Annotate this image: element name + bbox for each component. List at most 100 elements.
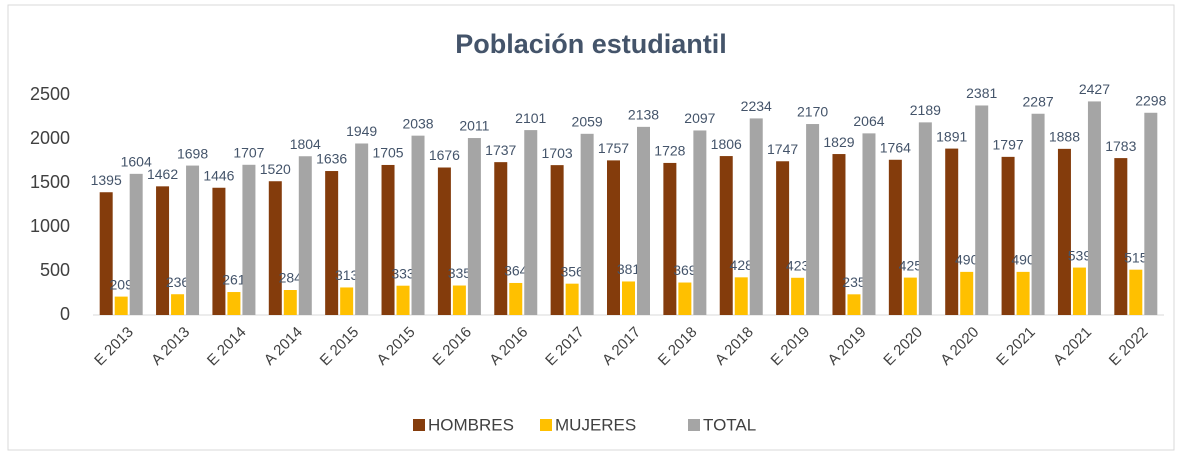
bar <box>411 135 425 315</box>
bar <box>1072 267 1086 315</box>
bar <box>298 156 312 315</box>
bar <box>1031 113 1045 315</box>
bar <box>678 282 692 315</box>
data-label: 1829 <box>823 134 854 150</box>
legend-swatch <box>540 419 552 431</box>
y-tick-label: 0 <box>60 304 70 324</box>
data-label: 2427 <box>1079 81 1110 97</box>
bar <box>960 271 974 315</box>
bar <box>283 290 297 315</box>
bar <box>494 162 508 315</box>
data-label: 1891 <box>936 128 967 144</box>
data-label: 1703 <box>542 145 573 161</box>
bar <box>227 292 241 315</box>
legend-label: MUJERES <box>555 415 636 434</box>
bar <box>945 148 959 315</box>
bar <box>862 133 876 315</box>
bar <box>355 143 369 315</box>
bar <box>903 277 917 315</box>
data-label: 261 <box>222 272 246 288</box>
data-label: 313 <box>335 267 359 283</box>
data-label: 2381 <box>966 85 997 101</box>
bar <box>396 285 410 315</box>
bar <box>156 186 170 315</box>
legend-swatch <box>413 419 425 431</box>
bar <box>437 167 451 315</box>
bar <box>509 282 523 315</box>
data-label: 539 <box>1068 247 1092 263</box>
bar <box>693 130 707 315</box>
bar <box>1057 148 1071 315</box>
bar <box>806 124 820 315</box>
data-label: 1636 <box>316 151 347 167</box>
data-label: 1698 <box>177 145 208 161</box>
data-label: 2097 <box>684 110 715 126</box>
bar <box>832 154 846 315</box>
data-label: 2059 <box>572 114 603 130</box>
bar <box>565 283 579 315</box>
data-label: 2234 <box>741 98 772 114</box>
data-label: 1757 <box>598 140 629 156</box>
chart-title: Población estudiantil <box>455 29 727 59</box>
data-label: 515 <box>1124 249 1148 265</box>
bar <box>381 164 395 315</box>
legend-label: HOMBRES <box>428 415 514 434</box>
data-label: 381 <box>617 261 641 277</box>
data-label: 235 <box>842 274 866 290</box>
y-tick-label: 500 <box>40 260 70 280</box>
data-label: 2138 <box>628 107 659 123</box>
data-label: 1806 <box>711 136 742 152</box>
bar <box>114 296 128 315</box>
bar <box>1114 158 1128 315</box>
bar <box>663 162 677 315</box>
bar <box>1016 271 1030 315</box>
data-label: 1949 <box>346 123 377 139</box>
bar <box>888 159 902 315</box>
bar <box>1129 269 1143 315</box>
bar <box>467 138 481 315</box>
data-label: 284 <box>279 270 303 286</box>
data-label: 236 <box>166 274 190 290</box>
data-label: 1747 <box>767 141 798 157</box>
data-label: 1446 <box>203 167 234 183</box>
bar <box>580 133 594 315</box>
y-tick-label: 1000 <box>30 216 70 236</box>
data-label: 1764 <box>880 139 911 155</box>
y-tick-label: 1500 <box>30 172 70 192</box>
bar <box>99 192 113 315</box>
data-label: 1705 <box>372 145 403 161</box>
data-label: 2038 <box>402 115 433 131</box>
bar <box>129 173 143 315</box>
data-label: 364 <box>504 263 528 279</box>
data-label: 1728 <box>654 143 685 159</box>
data-label: 490 <box>1011 252 1035 268</box>
bar <box>340 287 354 315</box>
data-label: 2064 <box>853 113 884 129</box>
bar <box>1144 112 1158 315</box>
data-label: 333 <box>391 265 415 281</box>
data-label: 1888 <box>1049 129 1080 145</box>
data-label: 428 <box>730 257 754 273</box>
data-label: 1737 <box>485 142 516 158</box>
y-tick-label: 2000 <box>30 128 70 148</box>
bar <box>607 160 620 315</box>
bar <box>975 105 989 315</box>
data-label: 1804 <box>290 136 321 152</box>
bar <box>1001 156 1015 315</box>
bar <box>749 118 763 316</box>
bar <box>637 126 650 315</box>
data-label: 369 <box>673 262 697 278</box>
legend-label: TOTAL <box>703 415 756 434</box>
data-label: 2298 <box>1135 92 1166 108</box>
data-label: 2287 <box>1023 93 1054 109</box>
bar <box>325 171 339 315</box>
data-label: 425 <box>899 257 923 273</box>
data-label: 1783 <box>1105 138 1136 154</box>
data-label: 1604 <box>121 154 152 170</box>
bar <box>452 285 466 315</box>
y-tick-label: 2500 <box>30 84 70 104</box>
data-label: 1676 <box>429 147 460 163</box>
data-label: 1462 <box>147 166 178 182</box>
bar <box>524 130 538 315</box>
